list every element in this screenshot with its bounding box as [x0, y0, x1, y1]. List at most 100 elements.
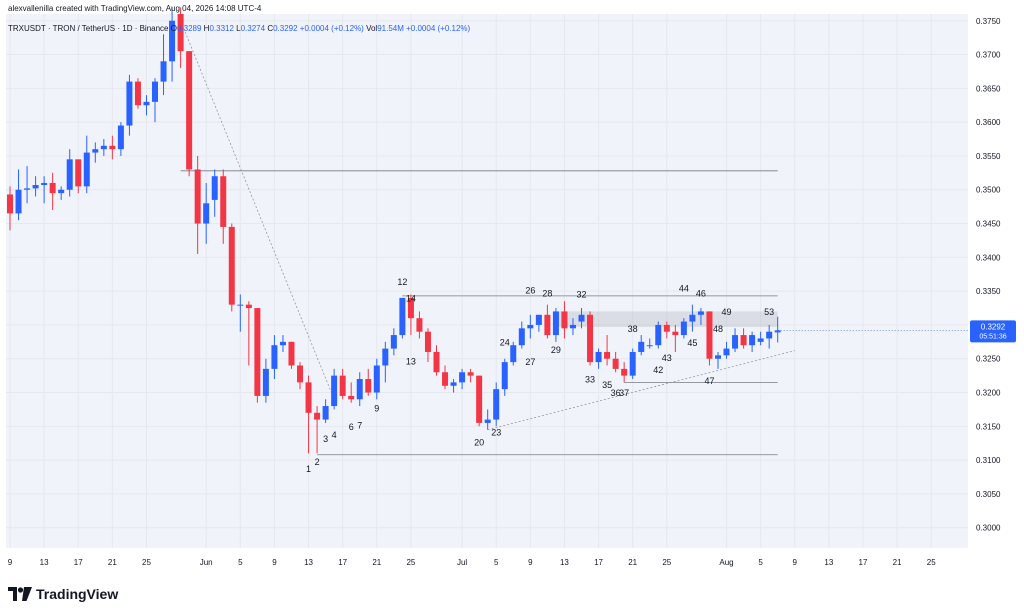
candle[interactable]: [7, 186, 13, 231]
candle[interactable]: [416, 311, 423, 339]
candle[interactable]: [680, 318, 687, 339]
candle[interactable]: [24, 166, 31, 204]
candle[interactable]: [382, 341, 389, 383]
candle[interactable]: [442, 365, 449, 390]
candle[interactable]: [578, 308, 585, 329]
candle[interactable]: [612, 351, 619, 373]
candle[interactable]: [41, 176, 48, 204]
candle[interactable]: [66, 149, 73, 197]
candle[interactable]: [134, 78, 141, 109]
candle[interactable]: [544, 304, 551, 339]
candle[interactable]: [262, 358, 269, 403]
candle[interactable]: [160, 34, 167, 96]
candle[interactable]: [254, 308, 261, 403]
candle[interactable]: [211, 169, 218, 217]
candle[interactable]: [749, 331, 756, 352]
candle[interactable]: [459, 368, 466, 390]
candle[interactable]: [297, 362, 304, 390]
candle[interactable]: [552, 308, 559, 342]
candle[interactable]: [245, 301, 252, 366]
candle[interactable]: [527, 314, 534, 339]
candle[interactable]: [621, 362, 628, 383]
candle[interactable]: [271, 335, 278, 380]
candle[interactable]: [433, 345, 440, 376]
candle[interactable]: [117, 122, 124, 156]
price-axis[interactable]: 0.3750 0.3700 0.3650 0.3600 0.3550 0.3500 0.34…: [976, 17, 1001, 533]
candle[interactable]: [732, 328, 739, 352]
candle[interactable]: [203, 182, 210, 244]
candle[interactable]: [356, 372, 363, 407]
candle[interactable]: [126, 74, 133, 136]
candle[interactable]: [561, 301, 568, 339]
candle[interactable]: [407, 294, 414, 336]
candle[interactable]: [535, 314, 542, 332]
candle[interactable]: [655, 321, 662, 349]
trend-line[interactable]: [487, 350, 795, 431]
candle[interactable]: [518, 321, 525, 349]
candle[interactable]: [152, 78, 159, 123]
candle[interactable]: [100, 139, 107, 156]
candle[interactable]: [32, 176, 39, 197]
candle[interactable]: [714, 351, 721, 369]
candle[interactable]: [476, 375, 483, 427]
candle[interactable]: [186, 51, 193, 177]
candles-layer[interactable]: [7, 7, 781, 454]
candle[interactable]: [58, 186, 65, 200]
candle[interactable]: [339, 368, 346, 400]
candle[interactable]: [697, 308, 704, 325]
candle[interactable]: [348, 382, 355, 403]
candle[interactable]: [766, 324, 773, 349]
candle[interactable]: [689, 304, 696, 332]
candle[interactable]: [75, 159, 82, 194]
candle[interactable]: [569, 318, 576, 336]
symbol-title[interactable]: TRXUSDT · TRON / TetherUS · 1D · Binance: [8, 24, 169, 33]
candle[interactable]: [288, 341, 295, 369]
candle[interactable]: [322, 399, 329, 423]
tradingview-logo-icon[interactable]: [8, 587, 32, 601]
candle[interactable]: [143, 95, 150, 116]
candle[interactable]: [228, 223, 235, 312]
candle[interactable]: [587, 311, 594, 366]
candle[interactable]: [194, 155, 201, 254]
candle[interactable]: [373, 358, 380, 400]
candle[interactable]: [706, 311, 713, 366]
time-axis[interactable]: 9 13 17 21 25 Jun 5 9 13 17 21 25 Jul 5 9 13 17 21 25 Aug 5 9…: [8, 558, 936, 567]
candle[interactable]: [314, 406, 321, 454]
trend-line[interactable]: [180, 20, 335, 400]
candle[interactable]: [365, 368, 372, 396]
candle[interactable]: [279, 335, 286, 352]
candle[interactable]: [49, 172, 56, 211]
candle[interactable]: [109, 135, 116, 160]
chart-area[interactable]: 1 2 3 4 6 7 9 12 14 13 20 23 24 26 27 28 29 32 33 35 36 37 38 4…: [0, 0, 1024, 580]
candle[interactable]: [450, 379, 457, 393]
candle[interactable]: [399, 297, 406, 339]
candle[interactable]: [220, 169, 227, 244]
candle[interactable]: [646, 338, 653, 349]
candlestick-chart[interactable]: 123 46 79121413202324262728293233353637384…: [0, 0, 1024, 580]
candle[interactable]: [15, 169, 22, 221]
candle[interactable]: [169, 7, 176, 82]
candle[interactable]: [424, 328, 431, 363]
candle[interactable]: [237, 294, 244, 332]
candle[interactable]: [740, 328, 747, 349]
candle[interactable]: [663, 321, 670, 339]
candle[interactable]: [92, 142, 99, 163]
candle[interactable]: [672, 324, 679, 352]
candle[interactable]: [604, 335, 611, 366]
candle[interactable]: [467, 368, 474, 383]
candle[interactable]: [83, 135, 90, 194]
candle[interactable]: [390, 328, 397, 356]
candle[interactable]: [493, 382, 500, 427]
candle[interactable]: [757, 331, 764, 346]
candle[interactable]: [595, 348, 602, 369]
candle[interactable]: [501, 358, 508, 396]
candle[interactable]: [331, 368, 338, 410]
candle[interactable]: [177, 7, 184, 69]
candle[interactable]: [723, 341, 730, 359]
candle[interactable]: [774, 316, 781, 343]
candle[interactable]: [638, 335, 645, 356]
candle[interactable]: [305, 375, 312, 454]
candle[interactable]: [510, 341, 517, 366]
candle[interactable]: [629, 348, 636, 380]
candle[interactable]: [484, 409, 491, 430]
